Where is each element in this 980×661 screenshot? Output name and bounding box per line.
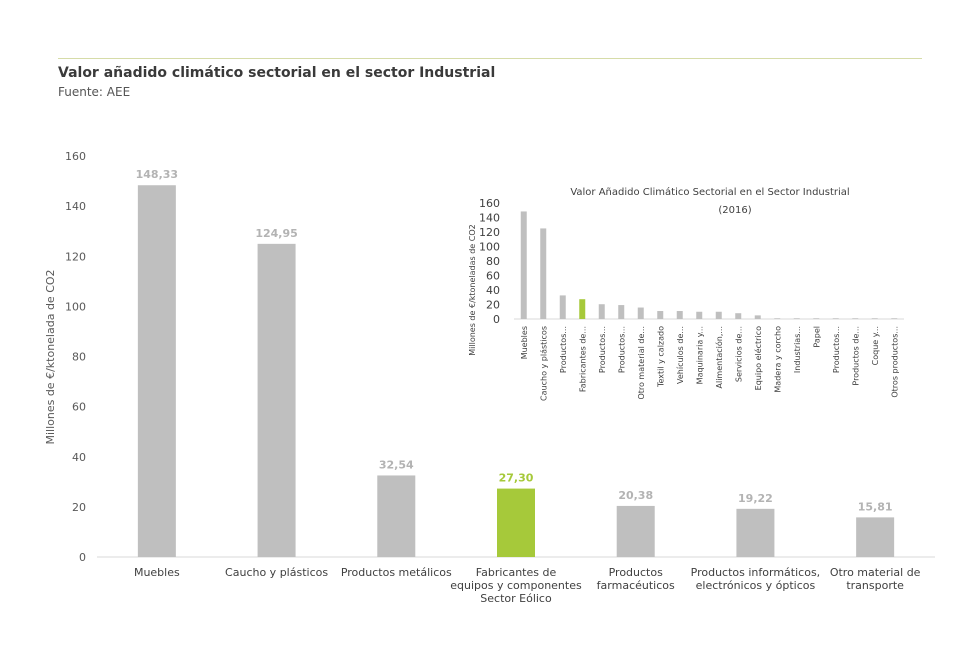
inset-y-tick-label: 100 (479, 241, 500, 254)
inset-bar (735, 313, 742, 319)
inset-y-tick-label: 0 (493, 313, 500, 326)
inset-y-tick-label: 140 (479, 212, 500, 225)
accent-line (58, 58, 922, 59)
inset-x-tick-label: Productos... (598, 326, 607, 373)
inset-x-tick-label: Coque y... (871, 326, 880, 365)
bar (616, 505, 655, 557)
inset-y-tick-label: 20 (486, 299, 500, 312)
inset-bar (618, 305, 625, 319)
source-label: Fuente: AEE (58, 85, 131, 99)
inset-bar (774, 318, 781, 319)
inset-x-tick-label: Productos... (832, 326, 841, 373)
y-tick-label: 140 (65, 200, 86, 213)
inset-bar (540, 228, 547, 319)
x-tick-label: Productos metálicos (341, 566, 452, 579)
y-tick-label: 160 (65, 150, 86, 163)
data-label: 15,81 (858, 500, 893, 513)
data-label: 19,22 (738, 492, 773, 505)
y-axis-label: Millones de €/ktonelada de CO2 (44, 269, 57, 444)
inset-bar (871, 318, 878, 319)
inset-bar (754, 315, 761, 319)
inset-x-tick-label: Productos... (559, 326, 568, 373)
x-tick-label: Fabricantes de (476, 566, 557, 579)
inset-x-tick-label: Productos... (617, 326, 626, 373)
y-tick-label: 0 (79, 551, 86, 564)
inset-x-tick-label: Industrias... (793, 326, 802, 373)
inset-x-tick-label: Otro material de... (637, 326, 646, 400)
inset-x-tick-label: Fabricantes de... (578, 326, 587, 392)
inset-y-tick-label: 80 (486, 255, 500, 268)
bar (856, 517, 895, 557)
inset-bar (657, 311, 664, 319)
data-label: 124,95 (255, 227, 297, 240)
x-tick-label: Otro material de (830, 566, 921, 579)
x-tick-label: farmacéuticos (597, 579, 675, 592)
y-tick-label: 40 (72, 451, 86, 464)
inset-y-tick-label: 60 (486, 270, 500, 283)
inset-y-tick-label: 40 (486, 284, 500, 297)
x-tick-label: Productos informáticos, (691, 566, 821, 579)
inset-bar (520, 211, 527, 319)
x-tick-label: transporte (846, 579, 904, 592)
x-tick-label: Muebles (134, 566, 180, 579)
x-tick-label: Caucho y plásticos (225, 566, 328, 579)
inset-bar (715, 311, 722, 319)
inset-x-tick-label: Madera y corcho (773, 326, 782, 393)
inset-y-tick-label: 120 (479, 226, 500, 239)
y-tick-label: 20 (72, 501, 86, 514)
x-tick-label: electrónicos y ópticos (696, 579, 816, 592)
inset-x-tick-label: Maquinaria y... (695, 326, 704, 384)
inset-bar (891, 318, 898, 319)
inset-bar (852, 318, 859, 319)
page-title: Valor añadido climático sectorial en el … (58, 65, 496, 81)
data-label: 32,54 (379, 458, 414, 471)
inset-bar (832, 318, 839, 319)
bar (497, 488, 535, 557)
x-tick-label: Productos (609, 566, 663, 579)
inset-bar (559, 295, 566, 319)
data-label: 20,38 (618, 489, 653, 502)
inset-bar (676, 311, 683, 319)
x-tick-label: equipos y componentes (450, 579, 582, 592)
y-tick-label: 60 (72, 401, 86, 414)
inset-y-tick-label: 160 (479, 197, 500, 210)
data-label: 148,33 (136, 168, 178, 181)
x-tick-label: Sector Eólico (480, 592, 552, 605)
y-tick-label: 80 (72, 351, 86, 364)
inset-bar (813, 318, 820, 319)
bar (377, 475, 416, 557)
bar (137, 185, 176, 558)
inset-x-tick-label: Caucho y plásticos (539, 326, 548, 401)
inset-x-tick-label: Textil y calzado (656, 326, 665, 388)
y-tick-label: 100 (65, 300, 86, 313)
bar (257, 243, 296, 557)
inset-x-tick-label: Muebles (520, 326, 529, 359)
bar (736, 508, 775, 557)
inset-x-tick-label: Vehículos de... (676, 326, 685, 384)
inset-bar (696, 311, 703, 319)
inset-bar (579, 299, 586, 319)
inset-x-tick-label: Productos de... (851, 326, 860, 386)
inset-x-tick-label: Otros productos... (890, 326, 899, 398)
inset-x-tick-label: Alimentación,... (714, 326, 724, 389)
inset-x-tick-label: Equipo eléctrico (753, 326, 763, 390)
inset-x-tick-label: Papel (812, 326, 821, 348)
inset-x-tick-label: Servicios de... (734, 326, 743, 382)
data-label: 27,30 (499, 472, 534, 485)
y-tick-label: 120 (65, 250, 86, 263)
inset-bar (793, 318, 800, 319)
inset-title: Valor Añadido Climático Sectorial en el … (570, 186, 849, 198)
inset-bar (637, 307, 644, 319)
inset-y-axis-label: Millones de €/ktoneladas de CO2 (468, 224, 477, 355)
inset-subtitle: (2016) (718, 205, 751, 216)
inset-bar (598, 304, 605, 319)
